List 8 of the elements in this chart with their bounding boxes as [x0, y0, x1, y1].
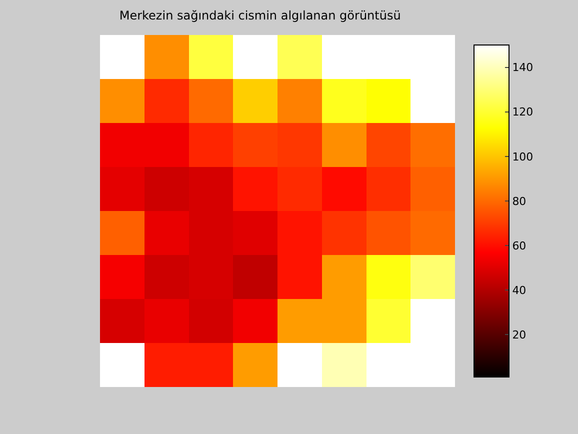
color-bar-label: 120	[512, 106, 534, 119]
color-bar-label: 80	[512, 194, 526, 208]
color-bar-label: 140	[512, 61, 534, 74]
color-bar-label: 60	[512, 239, 526, 252]
color-bar-label: 20	[512, 328, 526, 342]
chart-title: Merkezin sağındaki cismin algılanan görüntüsü	[119, 8, 401, 22]
color-bar-label: 40	[512, 284, 526, 297]
color-bar-label: 100	[512, 150, 534, 164]
